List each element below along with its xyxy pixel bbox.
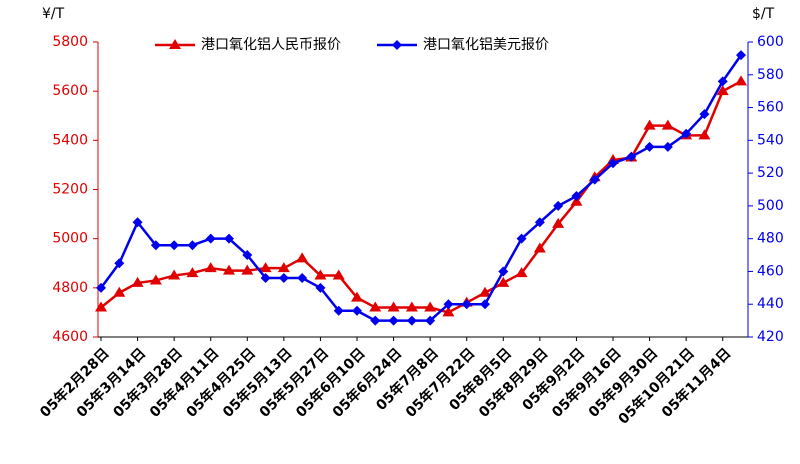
y2-tick-label: 580 bbox=[757, 67, 784, 83]
point bbox=[644, 141, 655, 152]
point bbox=[352, 305, 362, 316]
y-tick-label: 4600 bbox=[52, 329, 88, 345]
point bbox=[643, 119, 656, 130]
point bbox=[114, 258, 125, 269]
point bbox=[314, 269, 327, 280]
point bbox=[351, 291, 363, 302]
point bbox=[187, 240, 198, 251]
point bbox=[533, 242, 546, 253]
point bbox=[205, 233, 216, 244]
y2-tick-label: 520 bbox=[757, 165, 784, 181]
point bbox=[497, 276, 510, 287]
point bbox=[113, 286, 126, 297]
point bbox=[277, 262, 290, 273]
point bbox=[498, 266, 509, 277]
point bbox=[405, 301, 418, 312]
point bbox=[406, 315, 417, 326]
point bbox=[204, 262, 217, 273]
point bbox=[571, 191, 582, 202]
point bbox=[442, 306, 455, 317]
y-tick-label: 5800 bbox=[52, 34, 88, 50]
y-tick-label: 5400 bbox=[52, 132, 88, 148]
point bbox=[332, 269, 345, 280]
point bbox=[369, 301, 382, 312]
point bbox=[131, 276, 144, 287]
y2-tick-label: 440 bbox=[757, 296, 784, 312]
point bbox=[662, 141, 673, 152]
y2-tick-label: 540 bbox=[757, 132, 784, 148]
point bbox=[589, 174, 600, 185]
point bbox=[716, 85, 729, 96]
point bbox=[186, 267, 199, 278]
series-line bbox=[100, 80, 742, 314]
y2-tick-label: 600 bbox=[757, 34, 784, 50]
point bbox=[96, 282, 106, 293]
point bbox=[259, 262, 272, 273]
legend-label: 港口氧化铝人民币报价 bbox=[201, 37, 341, 53]
y2-tick-label: 560 bbox=[757, 100, 784, 116]
point bbox=[370, 315, 381, 326]
point bbox=[553, 200, 564, 211]
point bbox=[681, 128, 692, 139]
point bbox=[425, 315, 436, 326]
series-line bbox=[99, 54, 743, 322]
point bbox=[392, 40, 402, 50]
point bbox=[661, 119, 674, 130]
y2-axis-title: $/T bbox=[752, 6, 775, 22]
point bbox=[242, 250, 253, 261]
point bbox=[241, 264, 254, 275]
point bbox=[515, 267, 528, 278]
point bbox=[443, 299, 454, 310]
point bbox=[223, 264, 235, 275]
y2-tick-label: 420 bbox=[757, 329, 784, 345]
point bbox=[169, 240, 180, 251]
point bbox=[480, 299, 490, 310]
y-tick-label: 5000 bbox=[52, 231, 88, 247]
point bbox=[735, 75, 747, 86]
point bbox=[626, 151, 637, 162]
point bbox=[224, 233, 234, 244]
legend-label: 港口氧化铝美元报价 bbox=[423, 37, 549, 53]
point bbox=[132, 217, 143, 228]
y2-tick-label: 460 bbox=[757, 263, 784, 279]
point bbox=[424, 301, 437, 312]
point bbox=[699, 109, 710, 120]
point bbox=[552, 217, 565, 228]
point bbox=[296, 252, 309, 263]
point bbox=[315, 282, 326, 293]
point bbox=[260, 273, 271, 283]
point bbox=[516, 233, 527, 244]
point bbox=[479, 286, 491, 297]
y2-tick-label: 500 bbox=[757, 198, 784, 214]
y2-tick-label: 480 bbox=[757, 231, 784, 247]
point bbox=[168, 269, 181, 280]
point bbox=[387, 301, 400, 312]
point bbox=[169, 39, 181, 49]
point bbox=[278, 273, 289, 283]
point bbox=[95, 301, 107, 312]
point bbox=[149, 274, 162, 285]
point bbox=[150, 240, 161, 251]
point bbox=[698, 129, 711, 140]
y-tick-label: 5600 bbox=[52, 83, 88, 99]
point bbox=[736, 50, 746, 61]
point bbox=[717, 76, 728, 87]
y-tick-label: 5200 bbox=[52, 182, 88, 198]
y-tick-label: 4800 bbox=[52, 280, 88, 296]
point bbox=[608, 158, 618, 169]
point bbox=[388, 315, 399, 326]
y-axis-title: ¥/T bbox=[42, 6, 65, 22]
point bbox=[297, 273, 308, 283]
point bbox=[461, 299, 472, 310]
point bbox=[333, 305, 344, 316]
point bbox=[534, 217, 545, 228]
